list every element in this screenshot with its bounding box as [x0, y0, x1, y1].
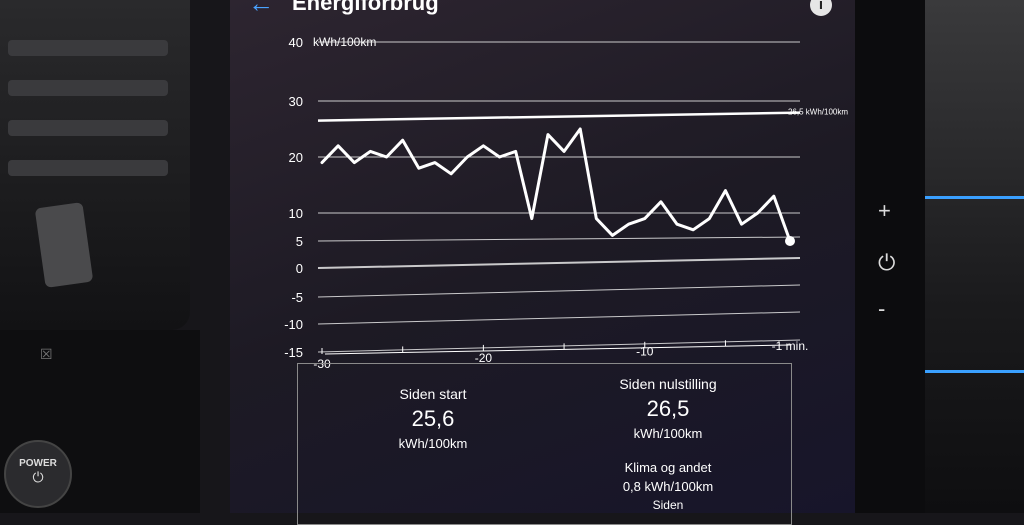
y-tick-label: 40: [289, 35, 303, 50]
average-line-label: 26,5 kWh/100km: [788, 108, 848, 117]
since-reset-title: Siden nulstilling: [588, 376, 748, 392]
grid-line: [318, 285, 800, 297]
y-tick-label: -15: [284, 345, 303, 360]
since-start-unit: kWh/100km: [353, 436, 513, 451]
since-start-stat: Siden start 25,6 kWh/100km: [353, 386, 513, 451]
grid-line: [318, 312, 800, 324]
climate-value: 0,8 kWh/100km: [588, 479, 748, 494]
y-tick-label: -5: [291, 290, 303, 305]
y-tick-label: 0: [296, 261, 303, 276]
y-axis-ticks: 40 30 20 10 5 0 -5 -10 -15: [284, 35, 303, 360]
since-start-value: 25,6: [353, 406, 513, 432]
since-reset-value: 26,5: [588, 396, 748, 422]
climate-cut-label: Siden: [588, 498, 748, 512]
since-reset-unit: kWh/100km: [588, 426, 748, 441]
y-tick-label: 5: [296, 234, 303, 249]
average-line: [318, 113, 800, 121]
series-line: [322, 129, 790, 241]
climate-stat: Klima og andet 0,8 kWh/100km Siden: [588, 460, 748, 512]
current-value-marker: [785, 236, 795, 246]
climate-title: Klima og andet: [588, 460, 748, 475]
series-line-group: [322, 129, 795, 246]
y-tick-label: 20: [289, 150, 303, 165]
stats-panel: Siden start 25,6 kWh/100km Siden nulstil…: [297, 363, 792, 525]
grid-line: [318, 258, 800, 268]
average-line-group: 26,5 kWh/100km: [318, 108, 848, 121]
since-reset-stat: Siden nulstilling 26,5 kWh/100km: [588, 376, 748, 441]
y-tick-label: 10: [289, 206, 303, 221]
y-tick-label: -10: [284, 317, 303, 332]
grid-line: [318, 237, 800, 241]
since-start-title: Siden start: [353, 386, 513, 402]
x-tick-label: -10: [636, 345, 654, 359]
y-tick-label: 30: [289, 94, 303, 109]
x-tick-label: -1 min.: [772, 339, 809, 353]
